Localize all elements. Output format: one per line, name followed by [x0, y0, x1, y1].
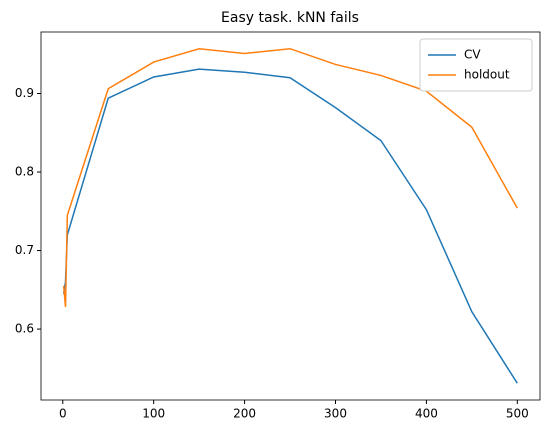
- x-tick-label: 500: [506, 407, 529, 421]
- x-tick-label: 400: [415, 407, 438, 421]
- x-tick-label: 0: [59, 407, 67, 421]
- y-tick-label: 0.7: [15, 243, 34, 257]
- line: [62, 68, 518, 384]
- legend: CV holdout: [419, 38, 533, 92]
- y-tick-label: 0.8: [15, 165, 34, 179]
- chart-title: Easy task. kNN fails: [221, 10, 359, 26]
- y-tick-label: 0.9: [15, 86, 34, 100]
- x-tick-label: 300: [324, 407, 347, 421]
- x-tick-label: 200: [233, 407, 256, 421]
- plot-frame: [40, 31, 541, 401]
- legend-label: CV: [464, 48, 481, 62]
- x-tick-label: 100: [142, 407, 165, 421]
- legend-box: [419, 38, 533, 92]
- legend-label: holdout: [464, 68, 510, 82]
- y-tick-label: 0.6: [15, 322, 34, 336]
